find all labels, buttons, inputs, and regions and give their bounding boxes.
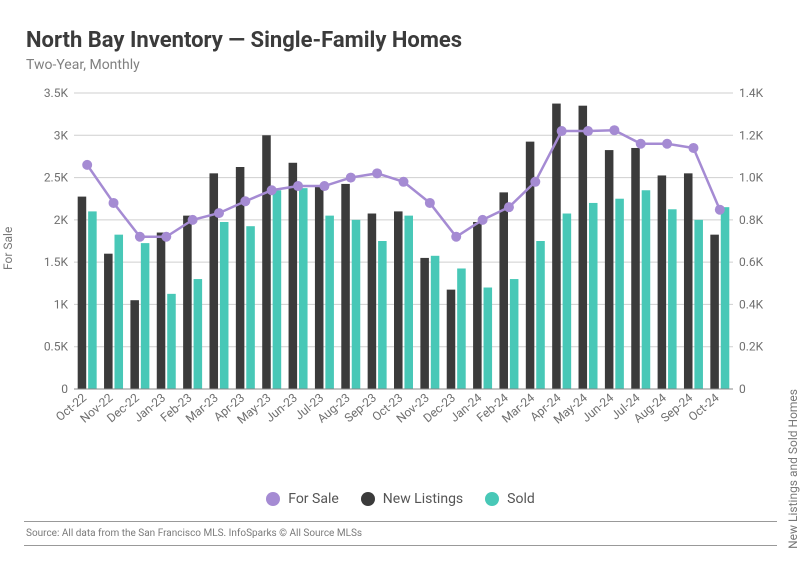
- svg-text:0.6K: 0.6K: [739, 255, 764, 269]
- legend: For Sale New Listings Sold: [24, 491, 777, 507]
- svg-text:3.5K: 3.5K: [44, 86, 69, 100]
- legend-swatch-for-sale-icon: [266, 492, 280, 506]
- svg-text:1.5K: 1.5K: [44, 255, 69, 269]
- source-footer: Source: All data from the San Francisco …: [24, 521, 777, 546]
- svg-text:0: 0: [61, 382, 68, 396]
- svg-text:2.5K: 2.5K: [44, 171, 69, 185]
- legend-item-new-listings: New Listings: [361, 491, 463, 507]
- legend-swatch-sold-icon: [485, 492, 499, 506]
- svg-text:0.2K: 0.2K: [739, 340, 764, 354]
- svg-text:1.2K: 1.2K: [739, 128, 764, 142]
- page-title: North Bay Inventory — Single-Family Home…: [26, 28, 777, 53]
- legend-label-new-listings: New Listings: [383, 491, 463, 507]
- svg-text:1.0K: 1.0K: [739, 171, 764, 185]
- legend-swatch-new-listings-icon: [361, 492, 375, 506]
- chart-page: North Bay Inventory — Single-Family Home…: [0, 0, 801, 575]
- legend-label-for-sale: For Sale: [288, 491, 339, 507]
- svg-text:3K: 3K: [54, 128, 69, 142]
- legend-label-sold: Sold: [507, 491, 535, 507]
- y-axis-right-label: New Listings and Sold Homes: [786, 389, 800, 549]
- svg-text:0.5K: 0.5K: [44, 340, 69, 354]
- svg-text:1.4K: 1.4K: [739, 86, 764, 100]
- chart-area: For Sale New Listings and Sold Homes 00.…: [24, 83, 777, 443]
- svg-text:0.8K: 0.8K: [739, 213, 764, 227]
- chart-svg: 0 0.5K 1K 1.5K 2K 2.5K 3K 3.5K 0 0.2K 0.4K 0.6K 0.8K…: [24, 83, 777, 443]
- legend-item-sold: Sold: [485, 491, 535, 507]
- svg-text:2K: 2K: [54, 213, 69, 227]
- svg-text:Oct-24: Oct-24: [686, 390, 722, 424]
- page-subtitle: Two-Year, Monthly: [26, 57, 777, 73]
- legend-item-for-sale: For Sale: [266, 491, 339, 507]
- svg-text:0.4K: 0.4K: [739, 297, 764, 311]
- svg-text:0: 0: [739, 382, 746, 396]
- y-axis-left-label: For Sale: [1, 227, 15, 270]
- svg-text:1K: 1K: [54, 297, 69, 311]
